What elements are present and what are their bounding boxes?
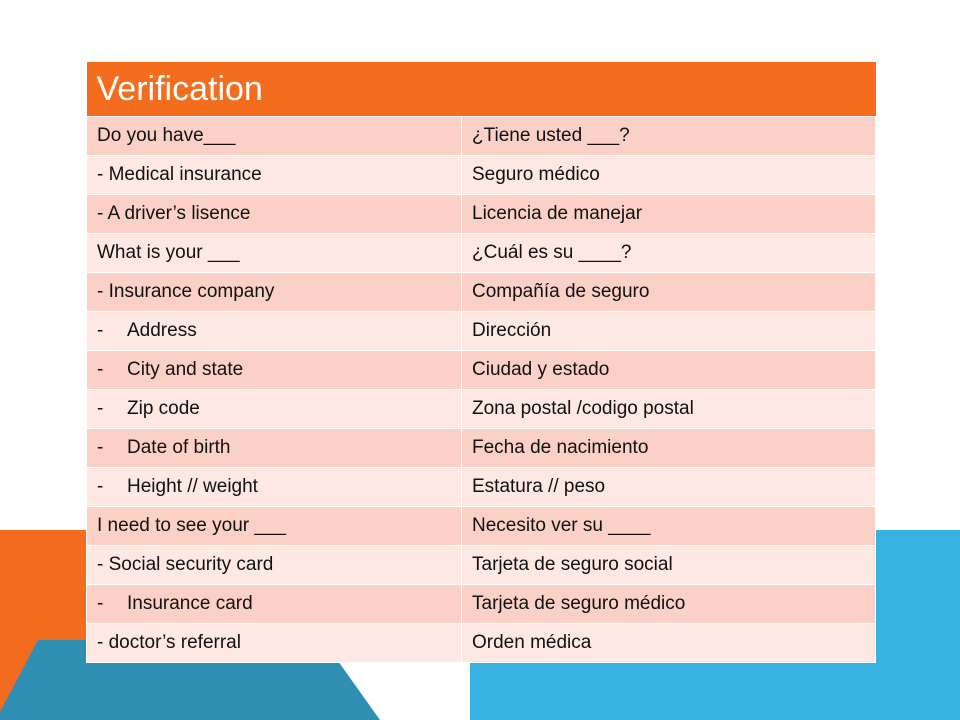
table-row: - doctor’s referral Orden médica bbox=[86, 623, 876, 663]
table-row: - Social security card Tarjeta de seguro … bbox=[86, 545, 876, 585]
bullet-dash: - bbox=[97, 476, 104, 497]
table-title: Verification bbox=[86, 62, 876, 117]
table-row: Do you have___ ¿Tiene usted ___? bbox=[86, 116, 876, 156]
english-phrase-cell: - doctor’s referral bbox=[86, 623, 462, 663]
bullet-dash: - bbox=[97, 398, 104, 419]
spanish-phrase-cell: Tarjeta de seguro social bbox=[461, 545, 876, 585]
table-row: - Insurance company Compañía de seguro bbox=[86, 272, 876, 312]
english-phrase-cell: What is your ___ bbox=[86, 233, 462, 273]
table-row: I need to see your ___ Necesito ver su __… bbox=[86, 506, 876, 546]
bullet-dash: - bbox=[97, 359, 104, 380]
spanish-phrase-cell: Orden médica bbox=[461, 623, 876, 663]
table-row: - City and state Ciudad y estado bbox=[86, 350, 876, 390]
english-phrase-cell: - Zip code bbox=[86, 389, 462, 429]
table-row: - Date of birth Fecha de nacimiento bbox=[86, 428, 876, 468]
table-header-row: Verification bbox=[86, 62, 876, 117]
spanish-phrase-cell: Necesito ver su ____ bbox=[461, 506, 876, 546]
bullet-dash: - bbox=[97, 320, 104, 341]
english-phrase-cell: Do you have___ bbox=[86, 116, 462, 156]
table-row: - A driver’s lisence Licencia de manejar bbox=[86, 194, 876, 234]
table-body: Do you have___ ¿Tiene usted ___? - Medical… bbox=[86, 116, 876, 663]
table-row: - Zip code Zona postal /codigo postal bbox=[86, 389, 876, 429]
english-phrase-text: City and state bbox=[127, 359, 244, 380]
english-phrase-text: Address bbox=[127, 320, 197, 341]
english-phrase-text: What is your ___ bbox=[97, 242, 240, 263]
table-row: - Address Dirección bbox=[86, 311, 876, 351]
spanish-phrase-cell: Zona postal /codigo postal bbox=[461, 389, 876, 429]
english-phrase-text: - Social security card bbox=[97, 554, 274, 575]
spanish-phrase-cell: ¿Cuál es su ____? bbox=[461, 233, 876, 273]
bullet-dash: - bbox=[97, 437, 104, 458]
spanish-phrase-cell: Ciudad y estado bbox=[461, 350, 876, 390]
bullet-dash: - bbox=[97, 593, 104, 614]
english-phrase-text: - A driver’s lisence bbox=[97, 203, 251, 224]
english-phrase-cell: - A driver’s lisence bbox=[86, 194, 462, 234]
table-row: - Medical insurance Seguro médico bbox=[86, 155, 876, 195]
english-phrase-cell: - Insurance card bbox=[86, 584, 462, 624]
table-row: - Height // weight Estatura // peso bbox=[86, 467, 876, 507]
spanish-phrase-cell: Estatura // peso bbox=[461, 467, 876, 507]
table-row: What is your ___ ¿Cuál es su ____? bbox=[86, 233, 876, 273]
english-phrase-cell: - Insurance company bbox=[86, 272, 462, 312]
english-phrase-text: - Insurance company bbox=[97, 281, 275, 302]
spanish-phrase-cell: Tarjeta de seguro médico bbox=[461, 584, 876, 624]
spanish-phrase-cell: Licencia de manejar bbox=[461, 194, 876, 234]
english-phrase-cell: I need to see your ___ bbox=[86, 506, 462, 546]
spanish-phrase-cell: Fecha de nacimiento bbox=[461, 428, 876, 468]
english-phrase-cell: - City and state bbox=[86, 350, 462, 390]
english-phrase-text: Date of birth bbox=[127, 437, 231, 458]
english-phrase-text: Zip code bbox=[127, 398, 200, 419]
english-phrase-text: I need to see your ___ bbox=[97, 515, 287, 536]
english-phrase-cell: - Medical insurance bbox=[86, 155, 462, 195]
english-phrase-cell: - Social security card bbox=[86, 545, 462, 585]
spanish-phrase-cell: Dirección bbox=[461, 311, 876, 351]
english-phrase-cell: - Address bbox=[86, 311, 462, 351]
english-phrase-text: Height // weight bbox=[127, 476, 258, 497]
english-phrase-text: - doctor’s referral bbox=[97, 632, 241, 653]
table-row: - Insurance card Tarjeta de seguro médico bbox=[86, 584, 876, 624]
spanish-phrase-cell: Seguro médico bbox=[461, 155, 876, 195]
english-phrase-cell: - Height // weight bbox=[86, 467, 462, 507]
verification-table: Verification Do you have___ ¿Tiene usted … bbox=[86, 62, 876, 663]
english-phrase-text: Do you have___ bbox=[97, 125, 236, 146]
spanish-phrase-cell: ¿Tiene usted ___? bbox=[461, 116, 876, 156]
english-phrase-text: Insurance card bbox=[127, 593, 253, 614]
spanish-phrase-cell: Compañía de seguro bbox=[461, 272, 876, 312]
english-phrase-cell: - Date of birth bbox=[86, 428, 462, 468]
english-phrase-text: - Medical insurance bbox=[97, 164, 262, 185]
